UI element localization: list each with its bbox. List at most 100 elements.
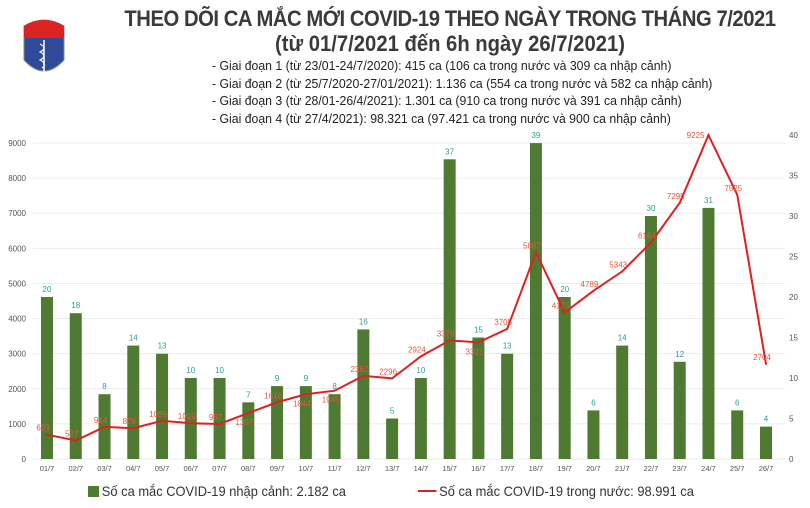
bar xyxy=(760,426,772,459)
left-tick-label: 4000 xyxy=(8,315,26,324)
right-tick-label: 10 xyxy=(789,374,798,383)
chart-title: THEO DÕI CA MẮC MỚI COVID-19 THEO NGÀY T… xyxy=(124,6,776,31)
line-point xyxy=(304,393,307,396)
x-tick-label: 24/7 xyxy=(701,464,716,473)
line-point xyxy=(132,427,135,430)
legend-domestic: Số ca mắc COVID-19 trong nước: 98.991 ca xyxy=(418,483,694,499)
bar-label: 10 xyxy=(215,366,224,375)
bar xyxy=(587,410,600,459)
bar-label: 30 xyxy=(647,204,656,213)
legend-imported: Số ca mắc COVID-19 nhập cảnh: 2.182 ca xyxy=(88,483,346,499)
bar xyxy=(616,345,629,459)
line-point xyxy=(103,425,106,428)
x-tick-label: 01/7 xyxy=(40,464,55,473)
line-point xyxy=(707,134,710,137)
bar-label: 10 xyxy=(186,366,195,375)
x-tick-label: 19/7 xyxy=(557,464,572,473)
chart-subtitle: (từ 01/7/2021 đến 6h ngày 26/7/2021) xyxy=(275,31,625,56)
line-label: 1945 xyxy=(322,396,340,405)
line-point xyxy=(448,339,451,342)
bar-label: 5 xyxy=(390,407,395,416)
x-tick-label: 06/7 xyxy=(183,464,198,473)
right-tick-label: 20 xyxy=(789,293,798,302)
line-point xyxy=(534,251,537,254)
bar xyxy=(357,329,370,459)
line-label: 1019 xyxy=(178,412,196,421)
line-point xyxy=(765,363,767,366)
line-point xyxy=(736,193,739,196)
left-tick-label: 6000 xyxy=(8,244,26,253)
line-point xyxy=(477,341,480,344)
bar-label: 31 xyxy=(704,196,713,205)
line-point xyxy=(592,289,595,292)
x-tick-label: 14/7 xyxy=(414,464,429,473)
right-tick-label: 30 xyxy=(789,212,798,221)
line-label: 4175 xyxy=(552,301,570,310)
line-point xyxy=(419,355,422,358)
line-label: 7295 xyxy=(667,192,685,201)
bar xyxy=(443,159,456,460)
phase-4: - Giai đoạn 4 (từ 27/4/2021): 98.321 ca … xyxy=(212,110,671,126)
bar xyxy=(69,313,82,459)
left-tick-label: 2000 xyxy=(8,385,26,394)
bar-label: 13 xyxy=(158,342,167,351)
line-point xyxy=(46,433,48,436)
x-tick-label: 11/7 xyxy=(328,464,342,473)
line-point xyxy=(362,374,365,377)
line-point xyxy=(247,412,250,415)
bar-label: 9 xyxy=(304,374,309,383)
phase-1: - Giai đoạn 1 (từ 23/01-24/7/2020): 415 … xyxy=(212,58,672,73)
line-label: 2367 xyxy=(350,365,368,374)
x-tick-label: 25/7 xyxy=(730,464,745,473)
bar xyxy=(644,216,657,459)
right-tick-label: 25 xyxy=(789,253,798,262)
line-label: 3379 xyxy=(437,329,455,338)
line-label: 693 xyxy=(36,424,50,433)
line-point xyxy=(678,201,681,204)
bar-label: 12 xyxy=(675,350,684,359)
left-tick-label: 1000 xyxy=(8,420,26,429)
line-point xyxy=(391,377,394,380)
domestic-line xyxy=(46,132,767,442)
bar-label: 8 xyxy=(332,382,337,391)
bar xyxy=(702,207,715,459)
bar xyxy=(41,297,53,459)
x-tick-label: 02/7 xyxy=(68,464,83,473)
left-tick-label: 3000 xyxy=(8,350,26,359)
line-point xyxy=(506,327,509,330)
legend-domestic-label: Số ca mắc COVID-19 trong nước: 98.991 ca xyxy=(439,483,694,499)
legend-imported-label: Số ca mắc COVID-19 nhập cảnh: 2.182 ca xyxy=(101,483,346,499)
line-label: 2296 xyxy=(379,367,397,376)
line-point xyxy=(74,439,77,442)
bar-label: 6 xyxy=(591,398,596,407)
x-tick-label: 16/7 xyxy=(471,464,486,473)
bar-label: 15 xyxy=(474,326,483,335)
left-tick-label: 0 xyxy=(22,455,27,464)
bar-label: 16 xyxy=(359,317,368,326)
x-tick-label: 23/7 xyxy=(672,464,687,473)
line-label: 2704 xyxy=(753,353,771,362)
x-tick-label: 20/7 xyxy=(586,464,601,473)
bar xyxy=(529,143,542,459)
x-tick-label: 13/7 xyxy=(385,464,400,473)
line-point xyxy=(189,422,192,425)
line-label: 3705 xyxy=(494,318,512,327)
x-tick-label: 05/7 xyxy=(155,464,170,473)
bar-label: 13 xyxy=(503,342,512,351)
bar-label: 14 xyxy=(129,334,138,343)
line-label: 914 xyxy=(94,416,108,425)
x-tick-label: 18/7 xyxy=(529,464,544,473)
x-tick-label: 12/7 xyxy=(356,464,371,473)
line-point xyxy=(563,311,566,314)
bar xyxy=(386,418,399,459)
bar-label: 18 xyxy=(71,301,80,310)
right-tick-label: 15 xyxy=(789,334,798,343)
line-label: 3321 xyxy=(466,347,484,356)
x-tick-label: 10/7 xyxy=(299,464,314,473)
line-point xyxy=(276,401,279,404)
right-tick-label: 40 xyxy=(789,131,798,140)
ministry-of-health-logo xyxy=(20,12,68,82)
x-tick-label: 17/7 xyxy=(500,464,515,473)
line-point xyxy=(218,422,221,425)
line-point xyxy=(621,270,624,273)
